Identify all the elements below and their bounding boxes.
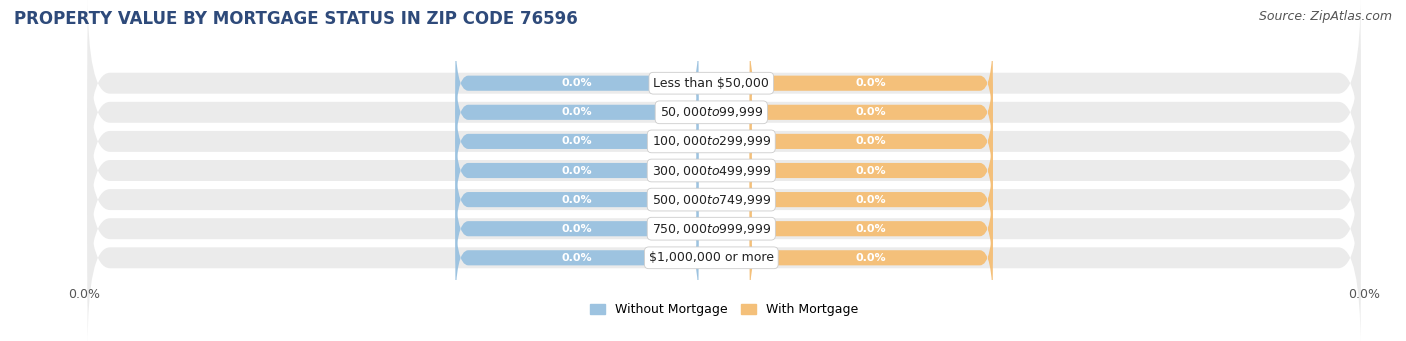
Text: $500,000 to $749,999: $500,000 to $749,999 — [651, 193, 770, 207]
FancyBboxPatch shape — [749, 91, 993, 192]
FancyBboxPatch shape — [87, 50, 1361, 233]
Text: 0.0%: 0.0% — [856, 224, 887, 234]
Text: 0.0%: 0.0% — [561, 253, 592, 263]
Text: $750,000 to $999,999: $750,000 to $999,999 — [651, 222, 770, 236]
Text: 0.0%: 0.0% — [856, 253, 887, 263]
FancyBboxPatch shape — [87, 79, 1361, 262]
Text: PROPERTY VALUE BY MORTGAGE STATUS IN ZIP CODE 76596: PROPERTY VALUE BY MORTGAGE STATUS IN ZIP… — [14, 10, 578, 28]
Text: 0.0%: 0.0% — [561, 136, 592, 146]
FancyBboxPatch shape — [749, 62, 993, 163]
Text: $1,000,000 or more: $1,000,000 or more — [648, 251, 773, 264]
Text: 0.0%: 0.0% — [561, 107, 592, 117]
FancyBboxPatch shape — [749, 207, 993, 308]
Text: 0.0%: 0.0% — [856, 78, 887, 88]
Text: Source: ZipAtlas.com: Source: ZipAtlas.com — [1258, 10, 1392, 23]
FancyBboxPatch shape — [456, 62, 699, 163]
Text: 0.0%: 0.0% — [856, 107, 887, 117]
FancyBboxPatch shape — [87, 0, 1361, 175]
FancyBboxPatch shape — [456, 149, 699, 250]
FancyBboxPatch shape — [87, 21, 1361, 204]
Text: 0.0%: 0.0% — [561, 224, 592, 234]
FancyBboxPatch shape — [87, 166, 1361, 341]
FancyBboxPatch shape — [87, 137, 1361, 320]
FancyBboxPatch shape — [749, 178, 993, 279]
FancyBboxPatch shape — [456, 178, 699, 279]
Text: $100,000 to $299,999: $100,000 to $299,999 — [652, 134, 770, 148]
FancyBboxPatch shape — [749, 120, 993, 221]
Text: 0.0%: 0.0% — [856, 136, 887, 146]
Text: Less than $50,000: Less than $50,000 — [654, 77, 769, 90]
Text: 0.0%: 0.0% — [561, 165, 592, 176]
Text: 0.0%: 0.0% — [856, 195, 887, 205]
FancyBboxPatch shape — [456, 33, 699, 134]
Text: 0.0%: 0.0% — [561, 78, 592, 88]
FancyBboxPatch shape — [749, 149, 993, 250]
Text: $50,000 to $99,999: $50,000 to $99,999 — [659, 105, 763, 119]
Legend: Without Mortgage, With Mortgage: Without Mortgage, With Mortgage — [585, 298, 863, 321]
Text: $300,000 to $499,999: $300,000 to $499,999 — [651, 163, 770, 178]
FancyBboxPatch shape — [87, 108, 1361, 291]
FancyBboxPatch shape — [456, 207, 699, 308]
Text: 0.0%: 0.0% — [561, 195, 592, 205]
FancyBboxPatch shape — [749, 33, 993, 134]
Text: 0.0%: 0.0% — [856, 165, 887, 176]
FancyBboxPatch shape — [456, 91, 699, 192]
FancyBboxPatch shape — [456, 120, 699, 221]
